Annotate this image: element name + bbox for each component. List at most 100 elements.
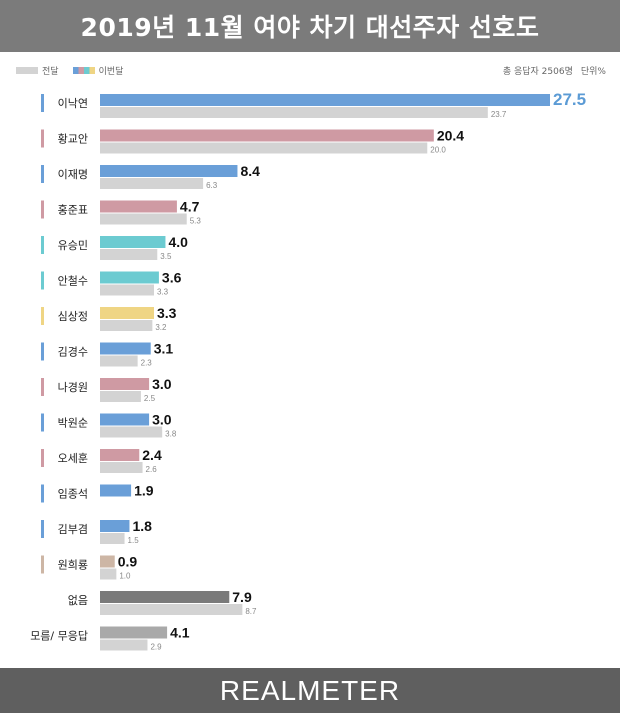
bar-previous [100,426,163,438]
category-marker [41,449,44,467]
value-label-previous: 20.0 [430,146,446,155]
bar-previous [100,568,117,580]
value-label-previous: 3.3 [157,288,169,297]
value-label-current: 8.4 [240,163,260,179]
category-marker [41,129,44,148]
category-marker [41,520,44,538]
value-label-previous: 3.2 [155,323,167,332]
value-label-current: 3.3 [157,305,177,321]
category-marker [41,94,44,112]
footer-brand: REALMETER [0,668,620,713]
category-marker [41,378,44,396]
category-marker [41,200,44,219]
bar-current [100,271,159,284]
category-marker [41,165,44,183]
category-label: 김부겸 [58,523,88,536]
bar-previous [100,355,138,367]
category-label: 심상정 [58,310,88,323]
value-label-current: 4.0 [168,234,188,250]
bar-previous [100,462,143,473]
bar-current [100,413,150,426]
bar-current [100,591,230,603]
bar-previous [100,639,148,651]
value-label-current: 20.4 [437,128,464,144]
legend: 전달 이번달 [16,64,123,77]
bar-current [100,484,132,497]
category-marker [41,555,44,574]
category-label: 박원순 [58,417,88,430]
bar-chart: 이낙연 27.5 23.7 황교안 20.4 20.0 이재명 8.4 6.3 홍준표 4.7 5.3… [30,90,586,652]
bar-current [100,449,140,461]
bar-previous [100,320,153,331]
value-label-current: 1.9 [134,483,154,499]
bar-current [100,200,177,213]
value-label-current: 3.1 [154,341,174,357]
category-label: 황교안 [58,133,88,146]
category-label: 모름/ 무응답 [30,630,88,643]
bar-current [100,129,434,142]
bar-current [100,520,130,532]
category-marker [41,271,44,290]
category-label: 김경수 [58,346,88,359]
bar-current [100,555,115,568]
bar-previous [100,142,428,154]
category-label: 이낙연 [58,97,88,110]
category-marker [41,413,44,432]
category-label: 원희룡 [58,559,88,572]
unit-note: 단위% [580,67,606,77]
category-marker [41,342,44,361]
value-label-previous: 3.5 [160,252,172,261]
bar-previous [100,249,158,260]
category-label: 오세훈 [58,452,88,465]
bar-previous [100,178,204,189]
category-label: 나경원 [58,381,88,394]
value-label-previous: 1.0 [119,572,131,581]
value-label-current: 27.5 [553,90,586,109]
bar-current [100,165,238,177]
category-label: 이재명 [58,168,88,181]
value-label-current: 3.6 [162,270,182,286]
bar-previous [100,284,154,296]
legend-label-current: 이번달 [98,67,124,77]
bar-current [100,342,151,355]
value-label-current: 2.4 [142,447,162,463]
value-label-current: 3.0 [152,412,172,428]
bar-current [100,626,168,639]
bar-previous [100,391,141,402]
value-label-current: 4.1 [170,625,190,641]
bar-current [100,378,150,390]
bar-previous [100,213,187,225]
value-label-current: 3.0 [152,376,172,392]
value-label-previous: 2.9 [150,643,162,652]
respondents-note: 총 응답자 2506명 [502,67,573,77]
value-label-current: 7.9 [232,589,252,605]
bar-previous [100,604,243,615]
chart-meta: 총 응답자 2506명 단위% [503,64,606,77]
category-label: 안철수 [58,275,88,288]
bar-current [100,236,166,248]
category-marker [41,236,44,254]
value-label-previous: 8.7 [245,607,257,616]
value-label-current: 4.7 [180,199,200,215]
bar-current [100,94,550,106]
value-label-previous: 2.3 [141,359,153,368]
value-label-previous: 23.7 [491,110,507,119]
bar-current [100,307,154,319]
value-label-previous: 6.3 [206,181,218,190]
chart-title: 2019년 11월 여야 차기 대선주자 선호도 [0,0,620,52]
value-label-previous: 1.5 [128,536,140,545]
legend-swatch-previous [16,67,38,74]
value-label-previous: 2.5 [144,394,156,403]
category-marker [41,307,44,325]
legend-label-previous: 전달 [42,67,59,77]
category-label: 홍준표 [58,203,88,217]
category-marker [41,484,44,503]
bar-previous [100,533,125,544]
value-label-previous: 2.6 [146,465,158,474]
category-label: 임종석 [58,488,88,501]
category-label: 없음 [68,594,88,607]
legend-swatch-current [72,67,95,74]
value-label-current: 1.8 [132,518,152,534]
value-label-previous: 5.3 [190,217,202,226]
category-label: 유승민 [58,239,88,252]
